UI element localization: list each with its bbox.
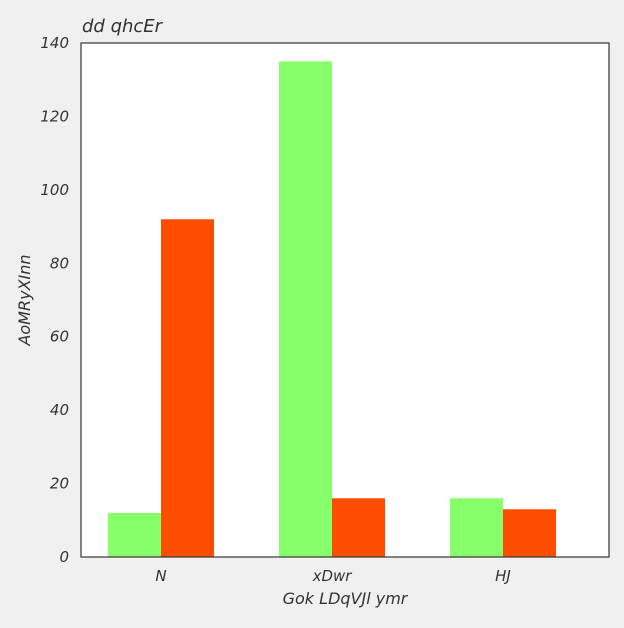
bar-1-xDwr <box>279 61 332 557</box>
bar-1-HJ <box>450 498 503 557</box>
x-axis-label: Gok LDqVJl ymr <box>283 589 409 608</box>
y-tick-label: 60 <box>50 328 69 346</box>
y-tick-label: 100 <box>40 181 69 199</box>
bar-1-N <box>108 512 161 557</box>
y-tick-label: 20 <box>50 475 69 493</box>
chart-title: dd qhcEr <box>82 16 164 37</box>
x-tick-label: xDwr <box>312 567 353 585</box>
y-tick-label: 120 <box>40 107 69 125</box>
y-tick-label: 40 <box>50 401 69 419</box>
y-tick-label: 0 <box>59 548 69 566</box>
y-axis-ticks: 0 20 40 60 80 100 120 140 <box>40 34 69 566</box>
x-tick-label: N <box>155 567 166 585</box>
y-axis-label: AoMRyXInn <box>15 254 34 346</box>
plot-area <box>81 43 609 557</box>
bar-2-xDwr <box>332 498 385 557</box>
x-tick-label: HJ <box>495 567 511 585</box>
plot-frame <box>80 42 610 558</box>
y-tick-label: 140 <box>40 34 69 52</box>
y-tick-label: 80 <box>50 254 69 272</box>
bars-group <box>108 61 556 557</box>
bar-2-HJ <box>503 509 556 557</box>
bar-2-N <box>161 219 214 557</box>
